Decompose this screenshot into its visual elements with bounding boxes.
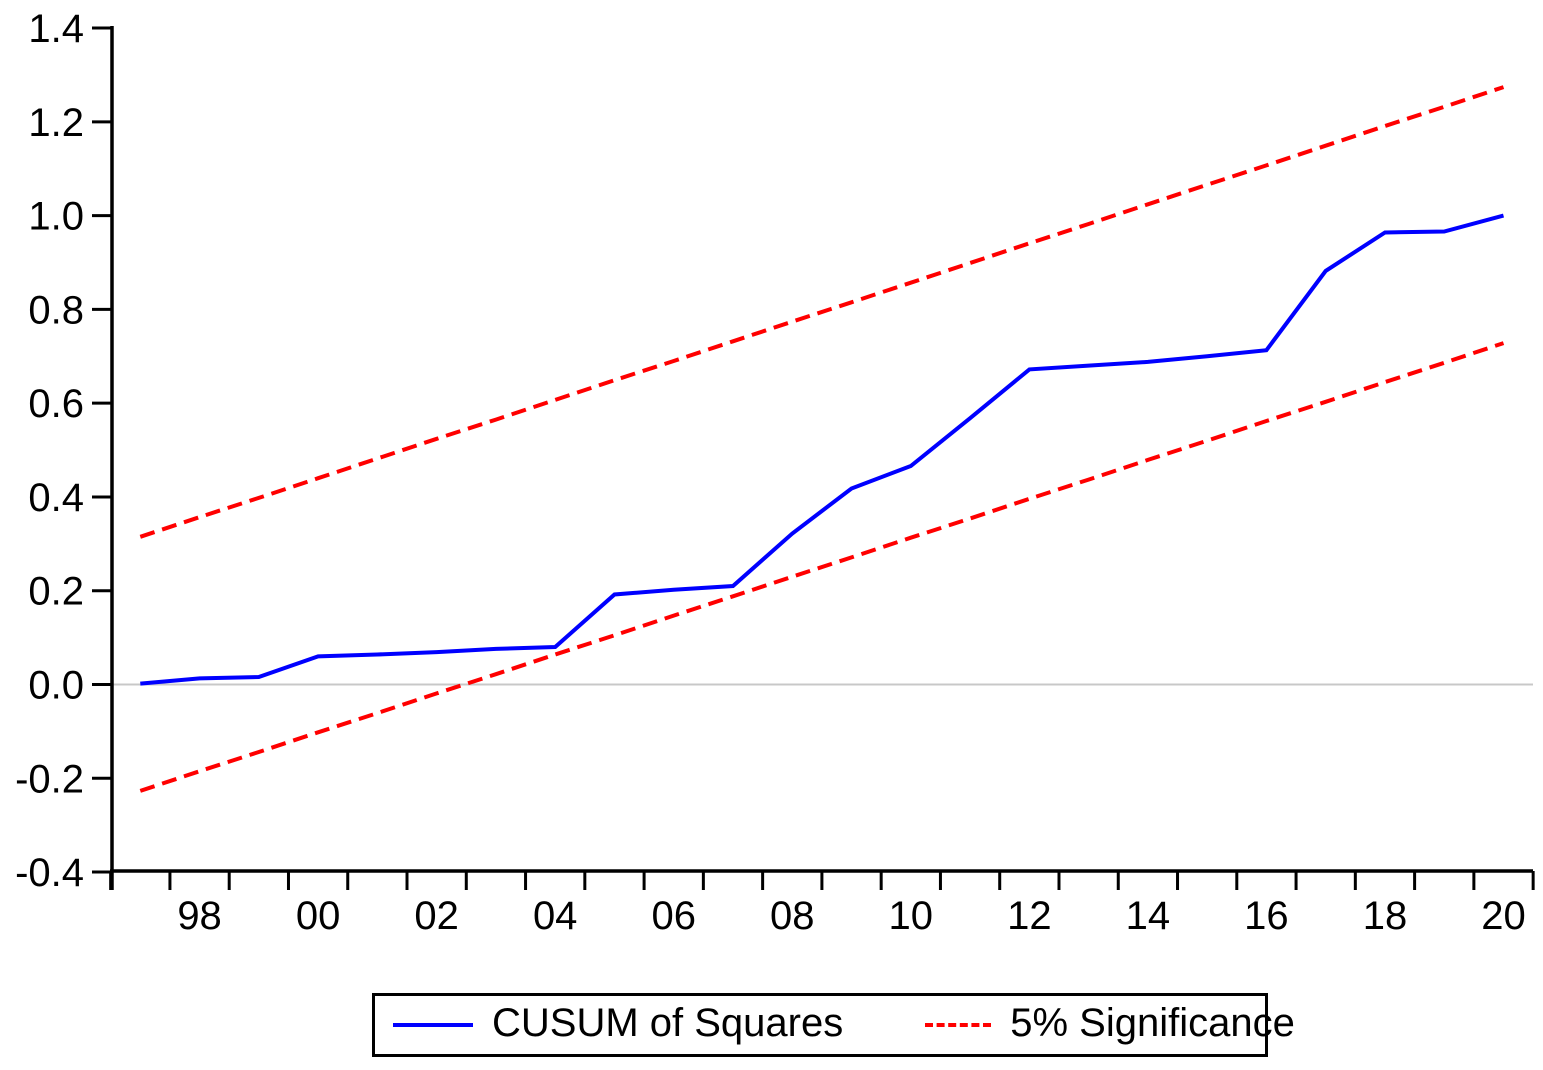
x-tick-label: 12 <box>1007 894 1052 938</box>
y-tick-label: 1.4 <box>28 7 84 51</box>
legend-significance-line-swatch <box>925 1023 992 1027</box>
y-tick-label: 1.0 <box>28 195 84 239</box>
x-tick-label: 20 <box>1481 894 1526 938</box>
y-tick-label: 0.2 <box>28 570 84 614</box>
y-tick-label: -0.2 <box>15 757 84 801</box>
x-tick-label: 10 <box>889 894 934 938</box>
x-tick-label: 04 <box>533 894 578 938</box>
legend-cusum-line-swatch <box>393 1023 473 1027</box>
cusum-of-squares-line <box>140 213 1505 686</box>
x-tick-label: 98 <box>177 894 222 938</box>
x-tick-label: 00 <box>296 894 341 938</box>
y-tick-label: 0.4 <box>28 476 84 520</box>
legend-box: CUSUM of Squares 5% Significance <box>372 993 1295 1057</box>
x-tick-label: 06 <box>651 894 696 938</box>
y-tick-label: 0.6 <box>28 382 84 426</box>
y-tick-label: -0.4 <box>15 851 84 895</box>
x-tick-label: 16 <box>1244 894 1289 938</box>
legend-label-cusum: CUSUM of Squares <box>492 1001 844 1045</box>
legend-label-significance: 5% Significance <box>1010 1001 1295 1045</box>
x-tick-label: 18 <box>1363 894 1408 938</box>
x-tick-label: 14 <box>1126 894 1171 938</box>
x-tick-label: 02 <box>414 894 459 938</box>
significance-upper-line <box>139 85 1505 539</box>
x-tick-label: 08 <box>770 894 815 938</box>
y-tick-label: 0.8 <box>28 288 84 332</box>
y-tick-label: 1.2 <box>28 101 84 145</box>
significance-lower-line <box>139 341 1505 793</box>
y-tick-label: 0.0 <box>28 664 84 708</box>
